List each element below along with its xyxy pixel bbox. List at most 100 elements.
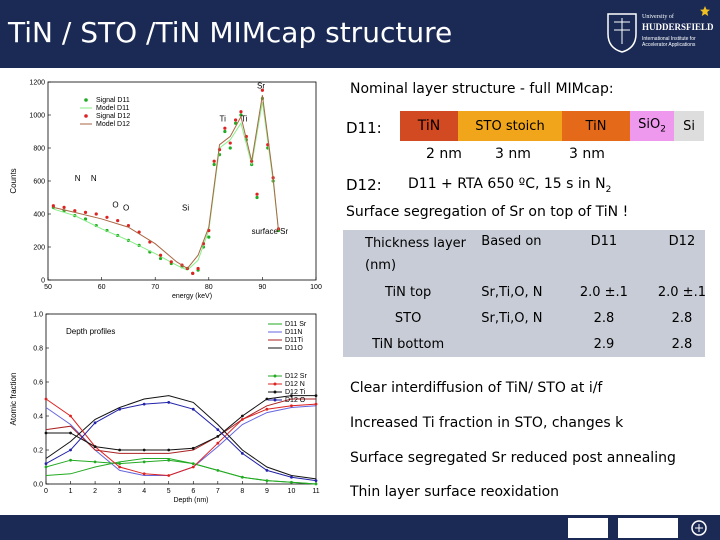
data-point [69,431,72,435]
data-point [44,431,48,435]
peak-annotation: surface Sr [252,227,289,236]
d12-label: D12: [346,176,382,194]
x-axis-label: energy (keV) [172,293,212,300]
data-point [118,462,122,465]
award-badge-1 [568,518,608,538]
series-line [53,101,279,271]
nominal-heading: Nominal layer structure - full MIMcap: [350,81,614,97]
data-point [265,469,269,472]
x-tick-label: 70 [151,284,159,291]
layer-tin-top-label: TiN [417,118,441,134]
layer-si: Si [674,111,704,141]
data-point [191,446,195,450]
data-point [290,475,293,479]
peak-annotation: N [91,174,97,183]
data-point [118,407,122,411]
legend-label: Signal D11 [96,97,130,104]
table-header-d12: D12 [668,234,696,249]
y-axis-label: Atomic fraction [9,373,18,426]
x-tick-label: 2 [93,488,97,495]
award-badge-2 [618,518,678,538]
data-point [44,397,48,401]
data-point [240,418,244,421]
data-point [158,256,163,261]
data-point [314,479,318,482]
data-point [255,192,259,196]
layer-sto: STO stoich [458,111,562,141]
data-point [216,428,220,431]
data-point [126,223,130,228]
legend-label: D12 Sr [285,373,307,380]
data-point [142,460,146,464]
y-tick-label: 200 [33,245,45,252]
legend-label: D11Ti [285,337,303,344]
legend-label: Model D11 [96,105,129,112]
data-point [196,266,200,271]
y-tick-label: 800 [33,146,45,153]
series-line [45,405,317,476]
series-line [46,395,316,451]
data-point [167,401,171,404]
y-axis-label: Counts [9,168,18,193]
layer-tin-bottom-label: TiN [585,118,607,134]
depth-profile-chart: 0 1 2 3 4 5 6 7 8 9 10 11 0.0 0.2 0.4 0.6 0.8 1.0 Depth (n… [9,312,320,505]
data-point [216,441,220,445]
data-point [62,205,66,209]
thickness-tin-top: 2 nm [426,146,462,162]
layer-sio2: SiO2 [630,111,674,141]
data-point [191,465,195,469]
y-tick-label: 0.4 [33,414,43,421]
x-tick-label: 4 [142,488,146,495]
data-point [167,474,171,477]
peak-annotation: Sr [257,82,265,91]
legend-label: D12 N [285,381,305,388]
table-cell: 2.8 [593,311,615,326]
slide-title: TiN / STO /TiN MIMcap structure [8,16,453,49]
table-header-thickness: Thickness layer (nm) [365,236,466,273]
data-point [240,414,244,418]
data-point [265,479,269,482]
d11-label: D11: [346,119,382,137]
x-tick-label: 11 [312,488,319,495]
x-tick-label: 9 [265,488,269,495]
x-tick-label: 60 [98,284,106,291]
results-table: Thickness layer (nm) Based on D11 D12 Ti… [343,230,720,357]
legend-marker [84,114,88,118]
spectrum-chart: 50 60 70 80 90 100020040060080010001200energy… [9,80,322,301]
data-point [169,260,173,264]
y-tick-label: 0.6 [33,380,43,387]
peak-annotation: O [123,204,129,213]
y-tick-label: 0.2 [33,448,43,455]
y-tick-label: 0 [41,278,45,285]
table-cell: TiN bottom [372,337,445,352]
data-point [255,195,259,200]
data-point [93,445,97,448]
university-logo: University of HUDDERSFIELD International… [602,6,714,58]
series-line [45,459,317,485]
data-point [44,465,48,469]
table-cell: Sr,Ti,O, N [481,285,543,300]
data-point [290,404,293,408]
data-point [265,397,269,401]
peak-annotation: Si [182,204,189,213]
star-icon [700,6,710,16]
table-cell: Sr,Ti,O, N [481,311,543,326]
x-tick-label: 100 [310,284,322,291]
layer-sto-label: STO stoich [475,118,545,134]
data-point [260,88,264,92]
data-point [69,458,72,462]
y-tick-label: 0.0 [33,482,43,489]
table-row: TiN bottom 2.9 2.8 [343,332,720,357]
layer-si-label: Si [683,118,695,134]
table-cell: 2.8 [671,311,693,326]
legend-label: D11 Sr [285,321,307,328]
slide-footer [0,515,720,540]
data-point [142,448,146,452]
data-point [290,480,293,484]
series-line [45,395,317,480]
data-point [239,113,243,117]
plot-frame [47,81,317,281]
data-point [93,421,97,425]
data-point [234,118,238,122]
legend-marker [273,382,277,386]
